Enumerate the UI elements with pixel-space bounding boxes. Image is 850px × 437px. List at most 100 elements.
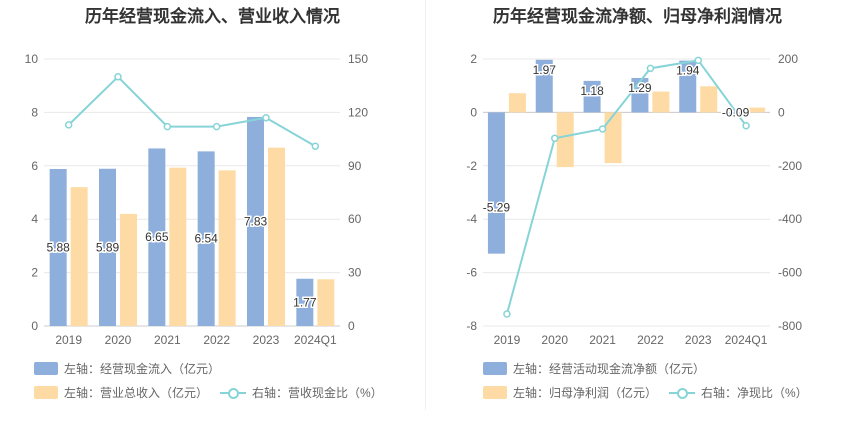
legend-label: 右轴：营收现金比（%） [252,386,383,400]
legend: 左轴：经营活动现金流净额（亿元） 左轴：归母净利润（亿元） 右轴：净现比（%） [483,360,848,400]
y-left-tick-label: 2 [470,52,477,66]
x-tick-label: 2019 [55,333,82,347]
x-tick-label: 2023 [253,333,280,347]
legend-swatch-net-cash [483,362,507,375]
panel-divider [425,0,426,410]
y-right-tick-label: 120 [348,105,368,119]
chart-title: 历年经营现金流净额、归母净利润情况 [493,7,782,26]
bar-data-label: -0.09 [722,105,750,119]
legend-line-swatch [220,386,246,399]
bar-primary [583,80,601,113]
ratio-point [742,122,750,130]
y-right-tick-label: 200 [778,52,798,66]
bar-primary [148,148,166,326]
bar-secondary [218,170,236,326]
bar-data-label: 7.83 [244,214,268,228]
bar-primary [535,59,553,113]
bar-secondary [652,91,670,113]
legend-item-net-cash[interactable]: 左轴：经营活动现金流净额（亿元） [483,360,705,377]
chart-canvas: 0 2 4 6 8 10 0 30 60 90 120 150 2019 2020 2021 2022 2023… [25,52,369,347]
x-tick-label: 2019 [494,333,521,347]
y-left-tick-label: 0 [470,105,477,119]
legend-swatch-net-profit [483,386,507,399]
x-tick-label: 2022 [203,333,230,347]
y-right-tick-label: 150 [348,52,368,66]
y-left-tick-label: 8 [31,105,38,119]
ratio-point [114,73,122,81]
bar-primary [49,169,67,326]
bar-data-label: 5.89 [96,240,120,254]
legend-label: 左轴：营业总收入（亿元） [64,386,209,400]
ratio-point [694,56,702,65]
legend-item-cash-inflow[interactable]: 左轴：经营现金流入（亿元） [34,360,220,377]
ratio-point [262,113,270,122]
x-tick-label: 2021 [154,333,181,347]
chart-title: 历年经营现金流入、营业收入情况 [85,7,340,26]
bar-secondary [508,93,526,113]
legend-item-net-cash-ratio[interactable]: 右轴：净现比（%） [669,384,808,401]
x-tick-label: 2020 [541,333,568,347]
bar-secondary [268,147,285,326]
bar-data-label: -5.29 [483,200,511,214]
chart-panel-net-cash: 历年经营现金流净额、归母净利润情况 -8 -6 -4 -2 0 2 -800 -600 -400… [425,0,850,437]
bar-secondary [556,112,574,168]
y-left-tick-label: 10 [25,52,39,66]
bar-primary [296,278,314,326]
bar-data-label: 1.29 [628,81,652,95]
y-right-tick-label: 90 [348,159,362,173]
chart-panel-cash-inflow: 历年经营现金流入、营业收入情况 0 2 4 6 8 10 0 30 60 90 120 150 2019… [25,7,424,400]
y-right-tick-label: 0 [348,319,355,333]
bar-secondary [70,187,88,326]
ratio-point [503,310,511,318]
bar-data-label: 1.97 [533,63,557,77]
ratio-point [64,121,73,129]
legend-label: 左轴：经营现金流入（亿元） [64,362,221,376]
y-right-tick-label: 30 [348,266,362,280]
ratio-point [163,122,172,131]
bar-secondary [169,167,187,326]
x-tick-label: 2023 [685,333,712,347]
bar-primary [487,112,505,254]
ratio-point [598,125,607,133]
bar-secondary [317,279,335,326]
ratio-line [67,75,316,148]
y-left-tick-label: -8 [466,319,477,333]
y-left-tick-label: 2 [31,266,38,280]
legend-item-revenue[interactable]: 左轴：营业总收入（亿元） [34,384,208,401]
bar-secondary [748,107,766,113]
bar-data-label: 6.65 [145,230,169,244]
bar-primary [679,60,697,113]
x-tick-label: 2020 [105,333,132,347]
y-left-tick-label: 0 [31,319,38,333]
ratio-point [212,122,221,131]
ratio-point [311,142,320,150]
legend-item-net-profit[interactable]: 左轴：归母净利润（亿元） [483,384,657,401]
bar-secondary [120,213,137,326]
y-right-tick-label: -600 [778,266,802,280]
bar-primary [99,168,116,326]
bar-data-label: 1.18 [580,84,604,98]
y-left-tick-label: 4 [31,212,38,226]
ratio-point [551,134,559,143]
ratio-line [505,59,747,315]
legend-label: 左轴：归母净利润（亿元） [513,386,658,400]
x-tick-label: 2022 [637,333,664,347]
bar-data-label: 6.54 [194,232,218,246]
bar-primary [727,112,745,115]
legend: 左轴：经营现金流入（亿元） 左轴：营业总收入（亿元） 右轴：营收现金比（%） [34,360,424,400]
y-right-tick-label: 0 [778,105,785,119]
x-tick-label: 2021 [589,333,616,347]
y-right-tick-label: -400 [778,212,802,226]
y-left-tick-label: -4 [466,212,477,226]
y-right-tick-label: -800 [778,319,802,333]
bar-data-label: 1.94 [676,64,700,78]
legend-label: 左轴：经营活动现金流净额（亿元） [513,362,706,376]
y-left-tick-label: -6 [466,266,477,280]
x-tick-label: 2024Q1 [725,333,768,347]
y-left-tick-label: 6 [31,159,38,173]
legend-swatch-cash-inflow [34,362,58,375]
bar-data-label: 5.88 [46,241,70,255]
y-left-tick-label: -2 [466,159,477,173]
legend-item-cash-ratio[interactable]: 右轴：营收现金比（%） [220,384,383,401]
chart-canvas: -8 -6 -4 -2 0 2 -800 -600 -400 -200 0 200 2019 2020 20… [466,52,802,347]
